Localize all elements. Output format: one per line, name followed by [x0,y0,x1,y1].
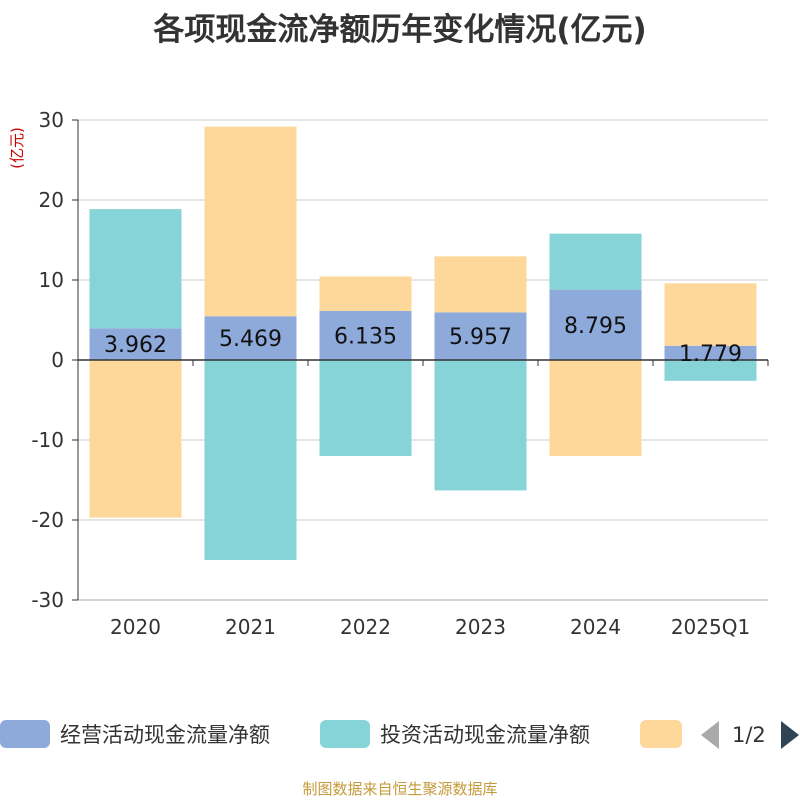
bar-financing-2021[interactable] [204,126,297,317]
x-tick-label: 2020 [110,615,161,639]
bar-operating-2020[interactable] [89,328,182,360]
x-tick-label: 2023 [455,615,506,639]
y-tick-label: 10 [39,268,64,292]
bar-investing-2023[interactable] [434,360,527,491]
data-label-2020: 3.962 [104,333,167,358]
bar-financing-2025Q1[interactable] [664,283,757,346]
bar-investing-2025Q1[interactable] [664,360,757,381]
grid-lines [78,119,768,601]
bar-financing-2020[interactable] [89,360,182,518]
data-label-2022: 6.135 [334,324,397,349]
data-label-2024: 8.795 [564,314,627,339]
legend-item-operating[interactable]: 经营活动现金流量净额 [0,720,270,748]
bar-operating-2022[interactable] [319,310,412,360]
bar-operating-2021[interactable] [204,316,297,360]
bar-investing-2021[interactable] [204,360,297,560]
legend-next-page-icon[interactable] [781,721,799,749]
bar-investing-2024[interactable] [549,233,642,290]
data-label-2021: 5.469 [219,327,282,352]
y-tick-label: 0 [51,348,64,372]
x-tick-label: 2021 [225,615,276,639]
legend-swatch-financing [640,720,682,748]
legend-swatch-operating [0,720,50,748]
data-label-2025Q1: 1.779 [679,342,742,367]
bar-financing-2023[interactable] [434,256,527,313]
bar-financing-2024[interactable] [549,360,642,456]
legend-page-indicator: 1/2 [732,723,766,747]
legend-swatch-investing [320,720,370,748]
y-axis-unit-label: (亿元) [8,127,26,169]
y-tick-label: 20 [39,188,64,212]
axes: -30 -20 -10 0 10 20 30 2020 2021 2022 2023 2024 2025… [31,108,769,639]
data-label-2023: 5.957 [449,325,512,350]
x-tick-label: 2025Q1 [671,615,750,639]
x-tick-label: 2022 [340,615,391,639]
bar-investing-2020[interactable] [89,209,182,329]
bar-investing-2022[interactable] [319,360,412,456]
bars [89,126,757,560]
legend-label-operating: 经营活动现金流量净额 [60,723,270,747]
legend-item-financing[interactable] [640,720,682,748]
y-tick-label: -10 [31,428,64,452]
data-labels: 3.962 5.469 6.135 5.957 8.795 1.779 [104,314,742,367]
bar-operating-2025Q1[interactable] [664,345,757,360]
bar-financing-2022[interactable] [319,276,412,311]
y-tick-label: 30 [39,108,64,132]
source-note: 制图数据来自恒生聚源数据库 [302,780,498,798]
bar-operating-2023[interactable] [434,312,527,360]
x-tick-label: 2024 [570,615,621,639]
legend-prev-page-icon[interactable] [701,721,719,749]
chart-title: 各项现金流净额历年变化情况(亿元) [153,12,647,48]
legend-item-investing[interactable]: 投资活动现金流量净额 [320,720,590,748]
y-tick-label: -30 [31,588,64,612]
legend-label-investing: 投资活动现金流量净额 [380,723,590,747]
legend: 经营活动现金流量净额 投资活动现金流量净额 1/2 [0,720,799,749]
bar-operating-2024[interactable] [549,289,642,360]
y-tick-label: -20 [31,508,64,532]
